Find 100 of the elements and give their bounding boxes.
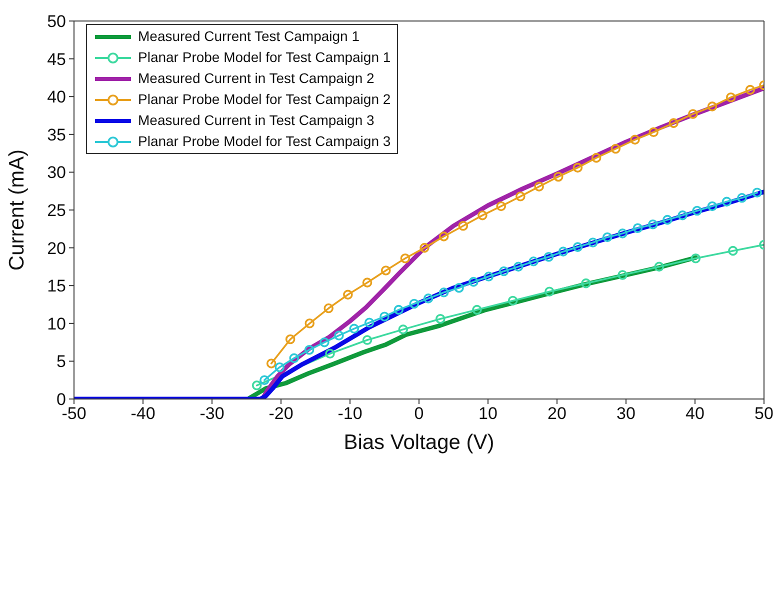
point [630, 134, 640, 145]
point [707, 102, 718, 112]
legend-label: Planar Probe Model for Test Campaign 2 [138, 90, 391, 109]
point [324, 303, 334, 314]
point [745, 84, 756, 95]
x-tick-label: 50 [754, 404, 773, 424]
point [722, 196, 732, 207]
y-tick-label: 20 [47, 238, 66, 258]
point [572, 242, 583, 252]
point [534, 182, 544, 192]
point [304, 318, 315, 328]
point [484, 272, 494, 282]
x-tick-label: 20 [548, 404, 566, 424]
point [325, 348, 335, 359]
y-tick-label: 15 [47, 276, 66, 296]
point [752, 188, 762, 198]
y-tick-label: 5 [56, 352, 66, 372]
point [602, 232, 612, 242]
y-axis-title: Current (mA) [5, 149, 28, 271]
legend-label: Measured Current in Test Campaign 2 [138, 69, 374, 88]
point [553, 172, 564, 182]
point [707, 201, 718, 212]
point [588, 238, 598, 248]
point [334, 330, 344, 340]
point [468, 276, 478, 287]
point [478, 210, 488, 220]
point [690, 253, 701, 264]
y-tick-label: 25 [47, 201, 66, 220]
x-tick-label: 30 [616, 404, 636, 424]
x-tick-label: -20 [268, 404, 294, 424]
legend-label: Planar Probe Model for Test Campaign 1 [138, 48, 391, 67]
y-tick-label: 40 [47, 88, 66, 107]
point [496, 201, 506, 212]
point [591, 152, 602, 163]
point [362, 278, 372, 288]
y-tick-label: 50 [47, 12, 66, 32]
point [632, 223, 643, 234]
point [398, 324, 408, 334]
point [508, 296, 518, 306]
point [544, 252, 554, 262]
point [558, 246, 568, 256]
point [528, 256, 538, 266]
point [409, 298, 420, 309]
point [394, 304, 404, 315]
point [349, 324, 360, 334]
y-tick-label: 45 [47, 50, 66, 69]
point [610, 144, 621, 154]
point [726, 92, 736, 102]
point [458, 220, 468, 231]
point [668, 118, 679, 128]
point [516, 191, 526, 202]
point [678, 210, 688, 220]
point [472, 304, 482, 315]
point [692, 206, 702, 216]
point [581, 278, 591, 288]
point [400, 253, 410, 264]
point [362, 335, 372, 345]
point [304, 344, 314, 355]
point [654, 262, 664, 272]
point [252, 380, 262, 390]
x-tick-label: -30 [200, 404, 224, 424]
x-tick-label: 10 [478, 404, 498, 424]
point [420, 242, 430, 253]
legend-label: Planar Probe Model for Test Campaign 3 [138, 132, 391, 151]
y-tick-label: 30 [47, 163, 66, 182]
point [289, 353, 300, 364]
point [320, 337, 330, 348]
legend-label: Measured Current Test Campaign 1 [138, 27, 360, 46]
point [364, 318, 374, 328]
point [274, 362, 285, 372]
point [498, 266, 509, 276]
point [728, 246, 738, 256]
point [343, 290, 353, 300]
point [266, 358, 276, 368]
x-axis-title: Bias Voltage (V) [344, 431, 494, 454]
point [618, 228, 628, 238]
point [260, 375, 270, 385]
point [380, 312, 390, 322]
point [380, 266, 391, 276]
x-tick-label: -40 [130, 404, 156, 424]
legend-label: Measured Current in Test Campaign 3 [138, 111, 374, 130]
x-tick-label: 40 [686, 404, 704, 424]
point [648, 127, 658, 138]
point [438, 232, 449, 242]
point [737, 193, 747, 203]
point [662, 214, 672, 225]
point [544, 286, 554, 297]
point [423, 294, 434, 304]
point [618, 270, 628, 280]
point [688, 109, 698, 119]
point [513, 262, 524, 272]
y-tick-label: 10 [47, 314, 66, 334]
y-tick-label: 35 [47, 125, 66, 144]
point [285, 334, 296, 344]
x-tick-label: 0 [414, 404, 424, 424]
point [572, 162, 583, 173]
x-tick-label: -10 [338, 404, 362, 424]
point [435, 314, 446, 324]
point [438, 288, 449, 298]
point [454, 282, 464, 293]
